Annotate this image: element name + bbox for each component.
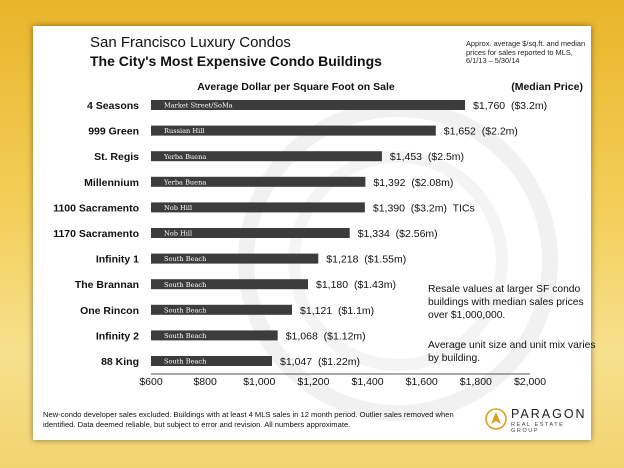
neighborhood-label: South Beach: [164, 306, 207, 314]
bar-chart: Average Dollar per Square Foot on Sale (…: [53, 81, 583, 388]
neighborhood-label: Russian Hill: [164, 127, 204, 135]
bar: [151, 330, 278, 341]
neighborhood-label: Nob Hill: [164, 230, 192, 238]
neighborhood-label: South Beach: [164, 281, 207, 289]
value-label: $1,760 ($3.2m): [473, 100, 547, 112]
x-tick-label: $600: [139, 376, 163, 388]
x-tick-label: $1,800: [460, 376, 492, 388]
category-label: 1170 Sacramento: [53, 228, 139, 240]
category-label: One Rincon: [80, 305, 139, 317]
category-label: 1100 Sacramento: [53, 202, 139, 214]
category-label: 999 Green: [88, 126, 139, 138]
unit-mix-annotation: Average unit size and unit mix varies by…: [428, 340, 596, 364]
x-tick-label: $1,200: [297, 376, 329, 388]
category-label: Millennium: [84, 177, 139, 189]
category-label: The Brannan: [75, 279, 139, 291]
logo-tagline: REAL ESTATE GROUP: [511, 422, 565, 434]
page-subtitle: The City's Most Expensive Condo Building…: [90, 53, 382, 69]
category-label: 4 Seasons: [87, 100, 139, 112]
value-label: $1,068 ($1.12m): [286, 330, 366, 342]
bar: [151, 279, 309, 290]
neighborhood-label: South Beach: [164, 255, 207, 263]
category-label: Infinity 2: [96, 330, 139, 342]
bar: [151, 125, 436, 136]
neighborhood-label: Nob Hill: [164, 204, 192, 212]
value-label: $1,180 ($1.43m): [316, 279, 396, 291]
value-label: $1,334 ($2.56m): [358, 228, 438, 240]
x-tick-label: $1,000: [243, 376, 275, 388]
value-label: $1,047 ($1.22m): [280, 356, 360, 368]
value-label: $1,390 ($3.2m) TICs: [373, 202, 475, 214]
page-title: San Francisco Luxury Condos: [90, 34, 291, 51]
x-tick-label: $2,000: [514, 376, 546, 388]
paragon-logo-icon: [485, 408, 507, 430]
resale-annotation: Resale values at larger SF condo buildin…: [428, 284, 584, 321]
category-label: St. Regis: [94, 151, 139, 163]
bar: [151, 176, 366, 187]
x-tick-label: $1,600: [406, 376, 438, 388]
value-label: $1,218 ($1.55m): [326, 254, 406, 266]
value-label: $1,453 ($2.5m): [390, 151, 464, 163]
neighborhood-label: South Beach: [164, 358, 207, 366]
bar: [151, 228, 350, 238]
bar: [151, 304, 293, 315]
chart-card: San Francisco Luxury Condos The City's M…: [33, 26, 596, 440]
median-price-header: (Median Price): [511, 81, 583, 93]
bar: [151, 202, 365, 213]
logo-name: PARAGON: [511, 407, 587, 421]
x-tick-label: $1,400: [352, 376, 384, 388]
bar: [151, 151, 382, 162]
neighborhood-label: Yerba Buena: [163, 178, 206, 186]
value-label: $1,121 ($1.1m): [300, 305, 374, 317]
category-label: Infinity 1: [96, 254, 139, 266]
x-tick-label: $800: [193, 376, 217, 388]
neighborhood-label: Yerba Buena: [163, 153, 206, 161]
neighborhood-label: Market Street/SoMa: [164, 102, 233, 110]
value-label: $1,392 ($2.08m): [373, 177, 453, 189]
source-note: Approx. average $/sq.ft. and median pric…: [466, 39, 586, 66]
bar: [151, 356, 273, 366]
neighborhood-label: South Beach: [164, 332, 207, 340]
bar: [151, 253, 319, 264]
category-label: 88 King: [101, 356, 139, 368]
footer-disclaimer: New-condo developer sales excluded. Buil…: [43, 410, 454, 429]
value-label: $1,652 ($2.2m): [444, 126, 518, 138]
bar: [151, 100, 466, 110]
chart-title: Average Dollar per Square Foot on Sale: [197, 81, 395, 93]
